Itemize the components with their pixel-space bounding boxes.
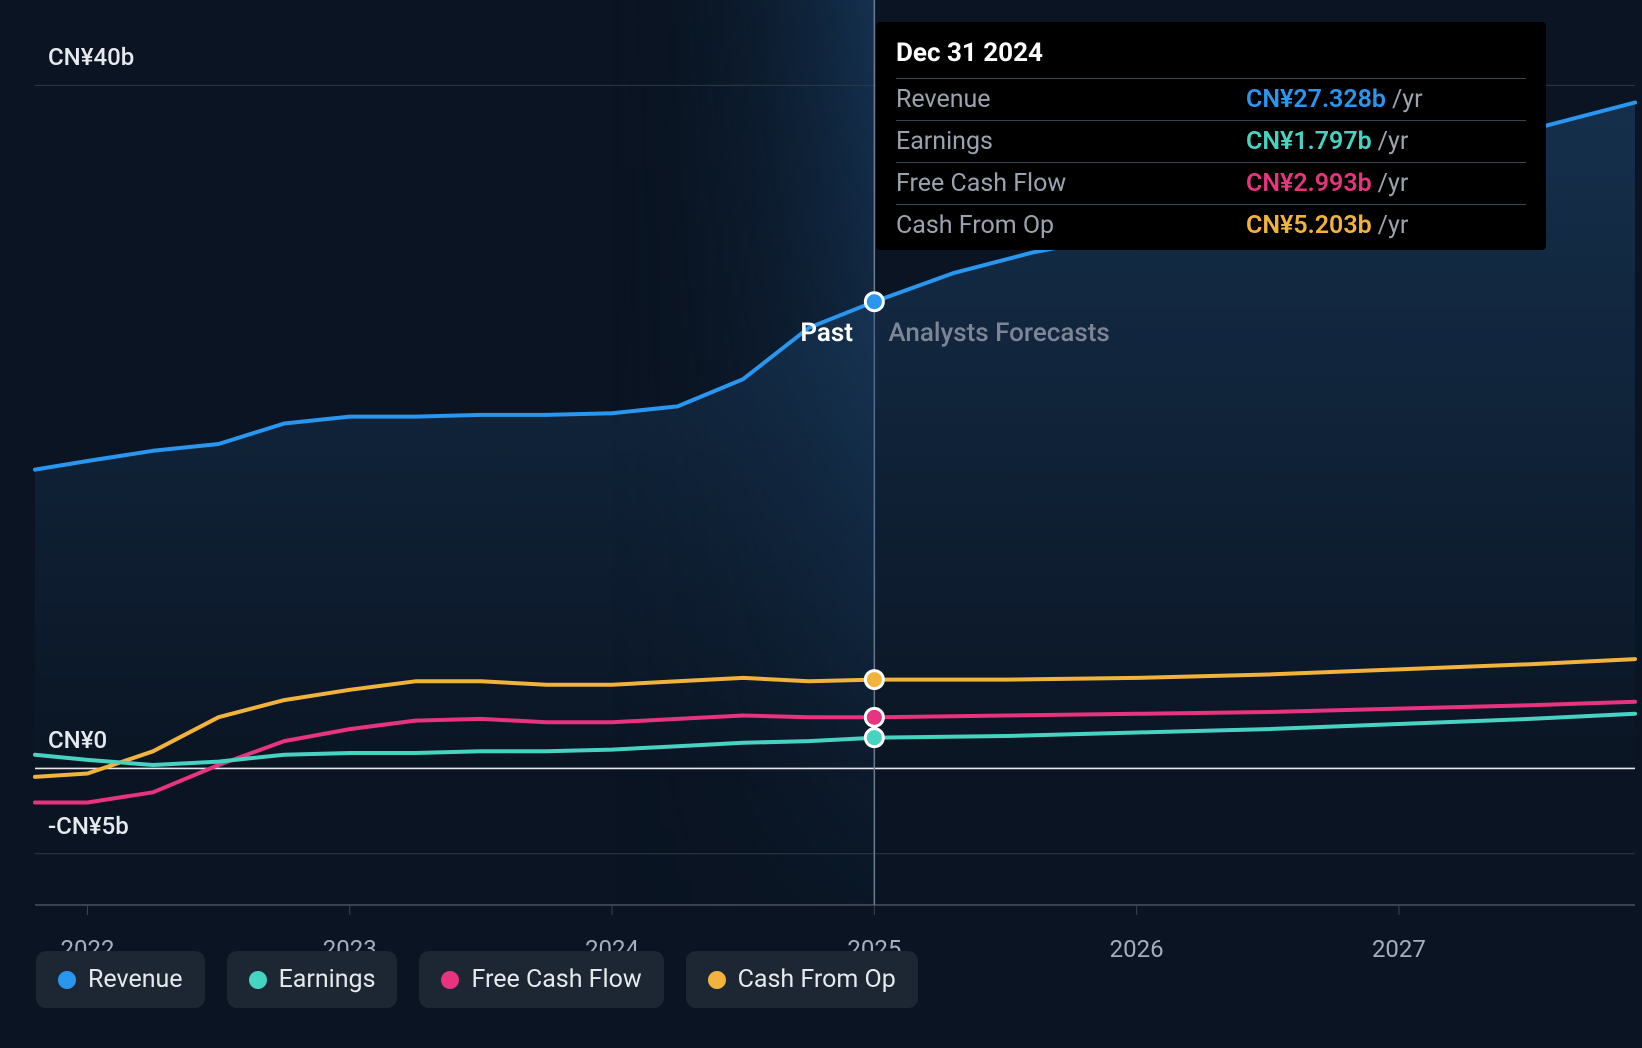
legend-label: Cash From Op (738, 965, 896, 994)
legend-dot-icon (441, 971, 459, 989)
legend-dot-icon (58, 971, 76, 989)
legend-dot-icon (249, 971, 267, 989)
legend-label: Revenue (88, 965, 183, 994)
financial-forecast-chart: CN¥40b CN¥0 -CN¥5b 202220232024202520262… (0, 0, 1642, 1048)
legend-item-earnings[interactable]: Earnings (227, 951, 398, 1008)
x-axis-tick-label: 2026 (1110, 935, 1164, 963)
plot-area[interactable]: CN¥40b CN¥0 -CN¥5b 202220232024202520262… (0, 0, 1642, 920)
legend-dot-icon (708, 971, 726, 989)
legend-label: Earnings (279, 965, 376, 994)
legend-item-revenue[interactable]: Revenue (36, 951, 205, 1008)
x-axis-tick-label: 2027 (1372, 935, 1426, 963)
chart-svg (0, 0, 1642, 920)
chart-legend: Revenue Earnings Free Cash Flow Cash Fro… (36, 951, 918, 1008)
legend-label: Free Cash Flow (471, 965, 641, 994)
legend-item-cfo[interactable]: Cash From Op (686, 951, 918, 1008)
legend-item-fcf[interactable]: Free Cash Flow (419, 951, 663, 1008)
